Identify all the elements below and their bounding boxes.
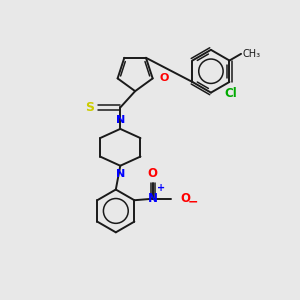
- Text: N: N: [116, 169, 125, 179]
- Text: O: O: [148, 167, 158, 180]
- Text: Cl: Cl: [225, 87, 237, 100]
- Text: −: −: [188, 196, 198, 209]
- Text: N: N: [116, 115, 125, 125]
- Text: S: S: [85, 101, 94, 114]
- Text: O: O: [181, 192, 191, 205]
- Text: N: N: [148, 192, 158, 205]
- Text: CH₃: CH₃: [242, 49, 261, 59]
- Text: O: O: [159, 74, 169, 83]
- Text: +: +: [157, 183, 165, 194]
